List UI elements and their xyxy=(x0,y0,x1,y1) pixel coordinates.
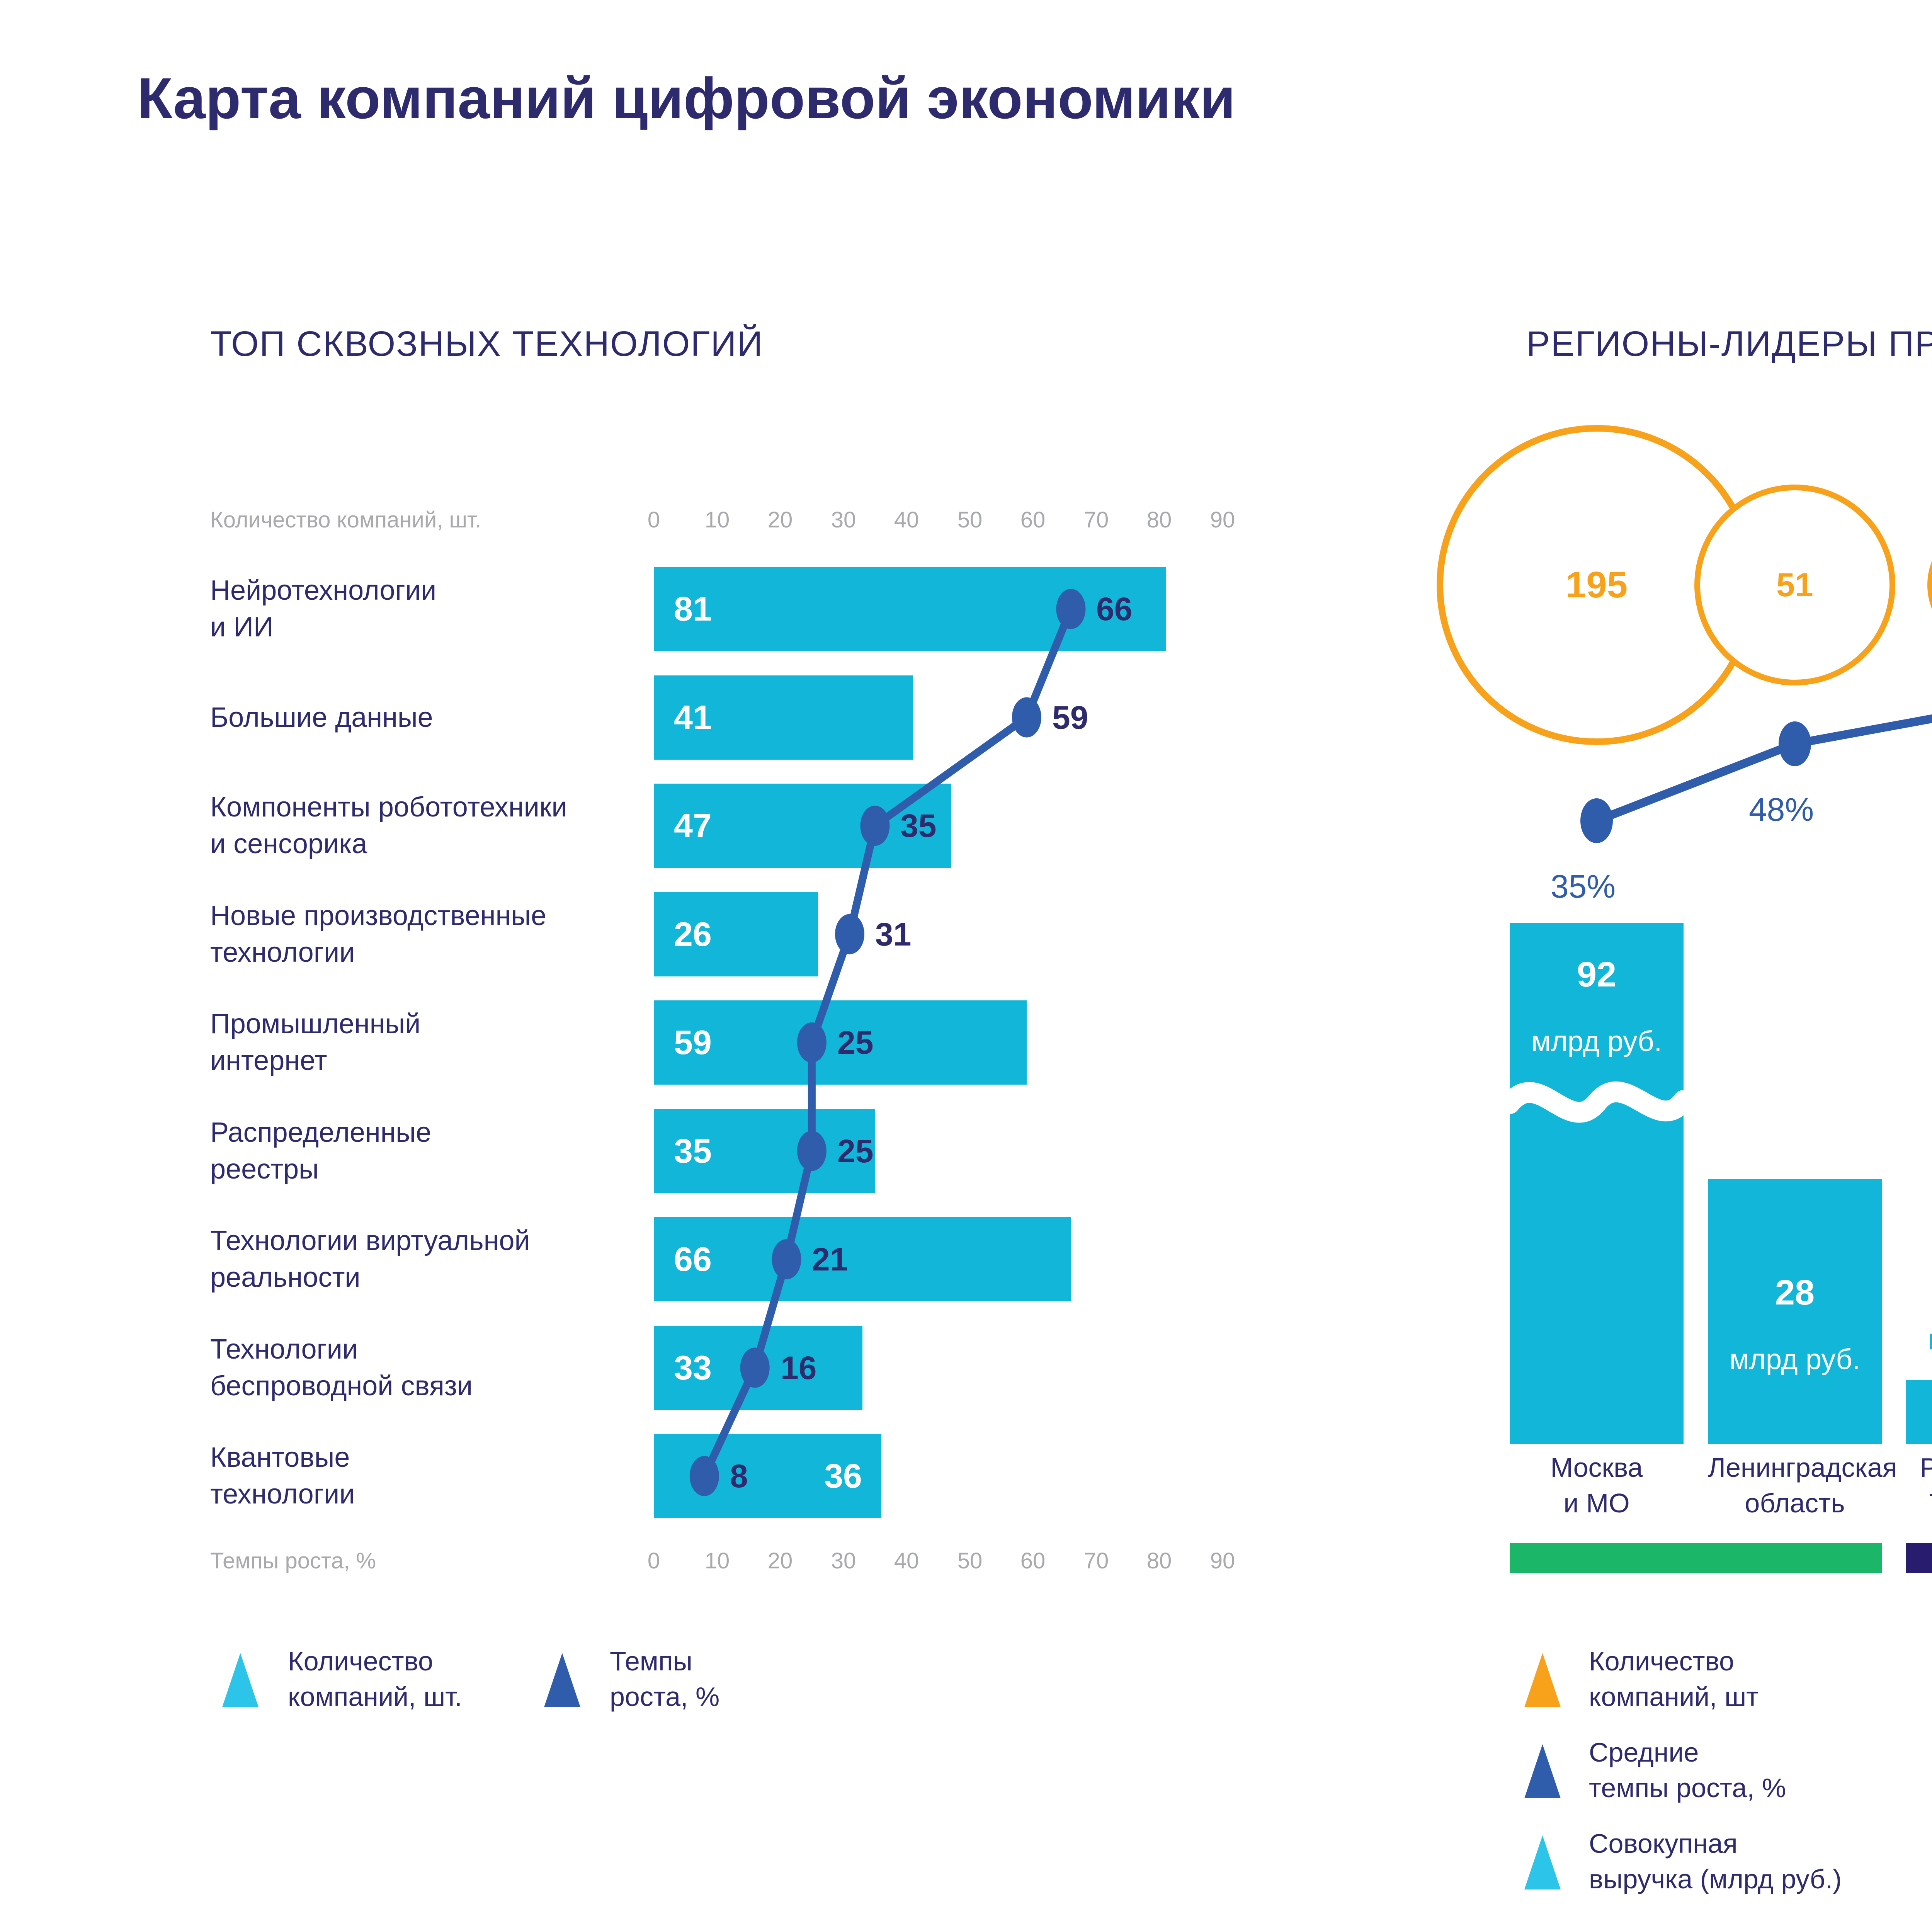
bar-value-label: 66 xyxy=(674,1240,712,1278)
bar-value-label: 41 xyxy=(674,698,712,736)
avg-growth-point xyxy=(1779,721,1811,766)
legend-label: Количество компаний, шт xyxy=(1589,1646,1759,1712)
revenue-bar xyxy=(1708,1179,1882,1444)
growth-point xyxy=(1012,697,1041,738)
revenue-unit-label: млрд руб. xyxy=(1531,1025,1662,1057)
category-label: Нейротехнологии и ИИ xyxy=(210,575,437,643)
bar-value-label: 26 xyxy=(674,915,712,953)
growth-value-label: 21 xyxy=(812,1241,848,1277)
bar-value-label: 33 xyxy=(674,1349,712,1387)
legend-label: Совокупная выручка (млрд руб.) xyxy=(1589,1828,1842,1894)
revenue-value-label: 28 xyxy=(1775,1273,1815,1312)
growth-percent-label: 52% xyxy=(1902,752,1932,794)
region-label: Москва и МО xyxy=(1550,1452,1643,1518)
category-label: Компоненты робототехники и сенсорика xyxy=(210,792,567,859)
bar-value-label: 81 xyxy=(674,590,712,628)
category-label: Новые производственные технологии xyxy=(210,900,547,968)
bottom-axis-tick: 80 xyxy=(1146,1548,1172,1573)
regions-title: РЕГИОНЫ-ЛИДЕРЫ ПРИСУТСТВИЯ КОМПАНИЙ xyxy=(1526,324,1932,364)
revenue-bar xyxy=(1510,923,1684,1444)
top-axis-label: Количество компаний, шт. xyxy=(210,507,481,532)
category-label: Распределенные реестры xyxy=(210,1117,432,1185)
region-bubble: 13 xyxy=(1927,519,1932,651)
revenue-value-label: 4 xyxy=(1906,1272,1932,1314)
bottom-axis-tick: 50 xyxy=(957,1548,983,1573)
growth-value-label: 25 xyxy=(837,1133,874,1169)
bar-value-label: 59 xyxy=(674,1023,712,1061)
company-count-bar xyxy=(654,567,1166,651)
legend-triangle-icon xyxy=(1524,1653,1561,1707)
revenue-unit-label: млрд руб. xyxy=(1729,1343,1861,1375)
legend-triangle-icon xyxy=(1524,1744,1561,1798)
revenue-unit-label: млрд руб. xyxy=(1906,1318,1932,1361)
top-axis-tick: 90 xyxy=(1210,507,1235,532)
growth-value-label: 59 xyxy=(1052,699,1088,736)
bottom-axis-label: Темпы роста, % xyxy=(210,1548,376,1573)
page-title: Карта компаний цифровой экономики xyxy=(137,66,1236,131)
top-technologies-title: ТОП СКВОЗНЫХ ТЕХНОЛОГИЙ xyxy=(210,324,764,364)
growth-value-label: 16 xyxy=(781,1350,817,1386)
region-bubble: 51 xyxy=(1694,485,1895,685)
top-axis-tick: 40 xyxy=(894,507,919,532)
dominant-tech-strip xyxy=(1906,1543,1932,1573)
growth-percent-label: 35% xyxy=(1550,868,1616,905)
avg-growth-point xyxy=(1580,798,1613,843)
bar-value-label: 35 xyxy=(674,1132,712,1170)
dominant-tech-strip xyxy=(1510,1543,1882,1573)
growth-value-label: 31 xyxy=(875,916,912,952)
legend-triangle-icon xyxy=(1524,1835,1561,1889)
bottom-axis-tick: 0 xyxy=(647,1548,660,1573)
category-label: Промышленный интернет xyxy=(210,1009,421,1076)
top-axis-tick: 10 xyxy=(704,507,730,532)
top-axis-tick: 20 xyxy=(767,507,793,532)
growth-percent-label: 48% xyxy=(1748,791,1814,828)
growth-value-label: 8 xyxy=(730,1458,748,1494)
top-axis-tick: 60 xyxy=(1020,507,1046,532)
region-label: РеспубликаТатарстан xyxy=(1920,1452,1932,1518)
legend-label: Средние темпы роста, % xyxy=(1589,1737,1786,1803)
legend-label: Количество компаний, шт. xyxy=(288,1646,462,1712)
category-label: Технологии виртуальной реальности xyxy=(210,1225,530,1293)
bottom-axis-tick: 90 xyxy=(1210,1548,1235,1573)
legend-triangle-icon xyxy=(544,1653,580,1707)
bar-value-label: 36 xyxy=(824,1457,862,1495)
growth-value-label: 25 xyxy=(837,1024,874,1061)
bar-value-label: 47 xyxy=(674,806,712,845)
growth-point xyxy=(835,914,865,954)
top-axis-tick: 30 xyxy=(831,507,856,532)
top-axis-tick: 0 xyxy=(647,507,660,532)
bottom-axis-tick: 30 xyxy=(831,1548,856,1573)
growth-value-label: 35 xyxy=(900,808,937,844)
revenue-bar xyxy=(1906,1380,1932,1444)
category-label: Квантовые технологии xyxy=(210,1442,355,1510)
bottom-axis-tick: 20 xyxy=(767,1548,793,1573)
growth-value-label: 66 xyxy=(1096,591,1133,627)
company-count-bar xyxy=(654,1217,1071,1301)
bottom-axis-tick: 10 xyxy=(704,1548,730,1573)
category-label: Большие данные xyxy=(210,702,433,733)
legend-label: Темпы роста, % xyxy=(610,1646,720,1712)
top-axis-tick: 70 xyxy=(1083,507,1109,532)
bottom-axis-tick: 60 xyxy=(1020,1548,1046,1573)
legend-triangle-icon xyxy=(222,1653,259,1707)
bottom-axis-tick: 40 xyxy=(894,1548,919,1573)
category-label: Технологии беспроводной связи xyxy=(210,1334,473,1401)
region-label: Ленинградская область xyxy=(1708,1452,1897,1518)
bottom-axis-tick: 70 xyxy=(1083,1548,1109,1573)
revenue-value-label: 92 xyxy=(1577,955,1617,994)
top-axis-tick: 80 xyxy=(1146,507,1172,532)
top-axis-tick: 50 xyxy=(957,507,983,532)
